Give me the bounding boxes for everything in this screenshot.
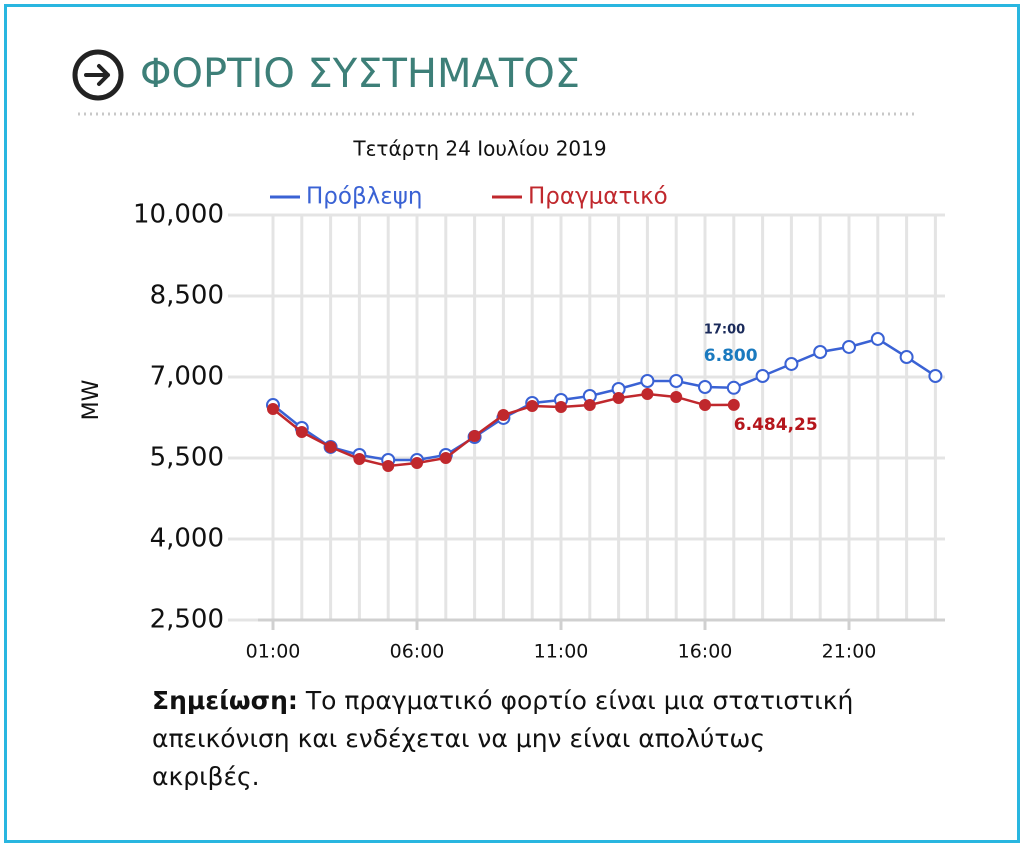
legend-label: Πρόβλεψη xyxy=(306,184,422,210)
point xyxy=(555,401,567,414)
point xyxy=(699,399,711,412)
point xyxy=(870,331,885,346)
point xyxy=(353,453,366,466)
point xyxy=(670,390,683,403)
point xyxy=(784,356,799,371)
x-tick-label: 16:00 xyxy=(678,641,733,663)
x-tick-label: 06:00 xyxy=(390,641,445,663)
point xyxy=(698,379,712,394)
point xyxy=(295,426,308,439)
point xyxy=(583,399,596,412)
y-tick-label: 2,500 xyxy=(150,605,224,635)
point xyxy=(382,459,395,472)
widget-frame xyxy=(4,4,1020,843)
point xyxy=(641,388,654,401)
series-line xyxy=(272,337,937,462)
data-label: 6.484,25 xyxy=(734,415,818,435)
point xyxy=(899,350,914,365)
point xyxy=(324,440,337,453)
note: Σημείωση: Το πραγματικό φορτίο είναι μια… xyxy=(152,682,872,796)
point xyxy=(755,368,770,383)
header-icon[interactable] xyxy=(72,49,124,101)
note-text: Το πραγματικό φορτίο είναι μια στατιστικ… xyxy=(152,686,854,791)
point xyxy=(612,392,625,405)
y-tick-label: 5,500 xyxy=(150,443,224,473)
y-tick-label: 10,000 xyxy=(133,200,224,230)
point xyxy=(813,344,828,359)
y-tick-label: 8,500 xyxy=(150,281,224,311)
point xyxy=(726,380,741,395)
point xyxy=(468,430,481,443)
point xyxy=(640,373,655,388)
y-axis-label: MW xyxy=(79,379,104,420)
point xyxy=(669,373,684,388)
chart-subtitle: Τετάρτη 24 Ιουλίου 2019 xyxy=(352,137,606,161)
point xyxy=(497,409,510,422)
note-label: Σημείωση: xyxy=(152,686,298,715)
legend-label: Πραγματικό xyxy=(528,184,668,210)
point xyxy=(526,399,539,412)
x-tick-label: 21:00 xyxy=(822,641,877,663)
point xyxy=(439,452,452,464)
x-tick-label: 01:00 xyxy=(246,641,301,663)
point xyxy=(928,368,943,383)
header-title: ΦΟΡΤΙΟ ΣΥΣΤΗΜΑΤΟΣ xyxy=(140,51,580,97)
tooltip-time: 17:00 xyxy=(704,322,745,337)
point xyxy=(842,339,856,354)
point xyxy=(727,398,740,411)
point xyxy=(267,403,279,416)
x-tick-label: 11:00 xyxy=(534,641,589,663)
data-label: 6.800 xyxy=(704,346,758,366)
point xyxy=(411,457,423,470)
y-tick-label: 7,000 xyxy=(150,362,224,392)
y-tick-label: 4,000 xyxy=(150,524,224,554)
